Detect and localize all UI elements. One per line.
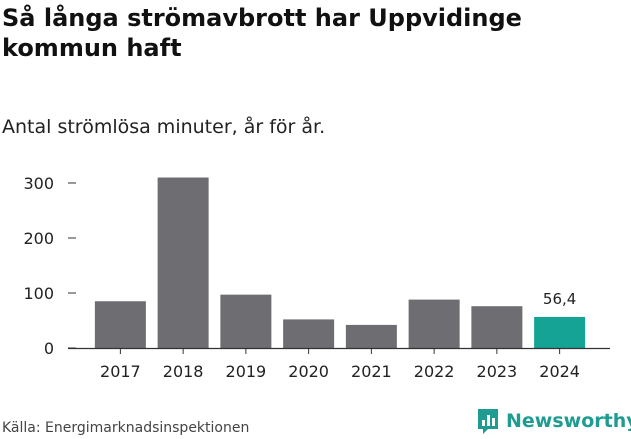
y-tick-label: 300 [23, 174, 54, 193]
x-tick-label: 2020 [288, 362, 329, 381]
x-tick-label: 2018 [163, 362, 204, 381]
newsworthy-logo-icon [478, 409, 498, 434]
newsworthy-brand: Newsworthy [476, 405, 631, 437]
bar [283, 319, 335, 348]
bar-chart: 0 100 200 300 2017 2018 2019 2020 2021 2022 2023 20… [23, 174, 610, 381]
data-label: 56,4 [543, 290, 576, 308]
x-tick-label: 2024 [539, 362, 580, 381]
bar [220, 294, 272, 348]
x-tick-label: 2017 [100, 362, 141, 381]
x-tick-label: 2023 [477, 362, 518, 381]
y-tick-label: 200 [23, 229, 54, 248]
chart-title: Så långa strömavbrott har Uppvidinge kom… [2, 4, 522, 62]
bar [94, 301, 146, 348]
source-note: Källa: Energimarknadsinspektionen [2, 420, 250, 436]
y-tick-label: 0 [44, 339, 54, 358]
bar [534, 316, 586, 348]
x-tick-label: 2022 [414, 362, 455, 381]
chart-subtitle: Antal strömlösa minuter, år för år. [2, 116, 326, 138]
x-tick-label: 2021 [351, 362, 392, 381]
bar [345, 324, 397, 348]
bar [471, 306, 523, 348]
x-tick-label: 2019 [226, 362, 267, 381]
bar [408, 299, 460, 348]
brand-name: Newsworthy [506, 410, 631, 432]
bar [157, 177, 209, 348]
y-tick-label: 100 [23, 284, 54, 303]
